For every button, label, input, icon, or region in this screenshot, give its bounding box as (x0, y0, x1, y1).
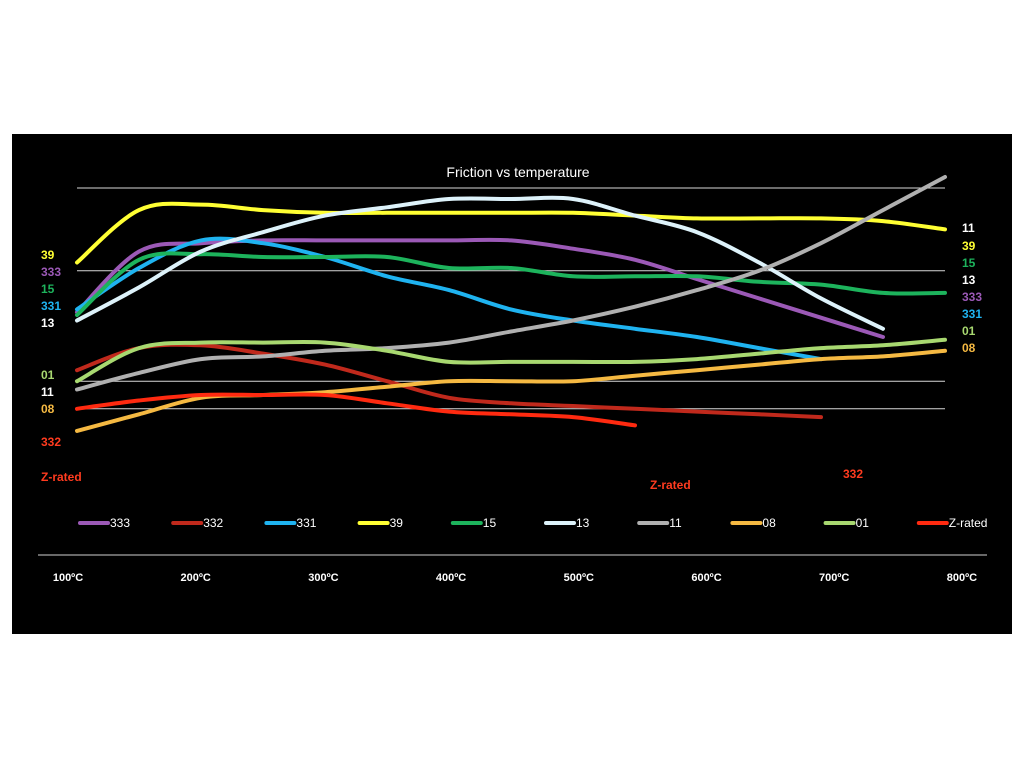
left-label: 01 (41, 368, 55, 382)
x-tick-label: 500ºC (564, 572, 594, 584)
legend-item: 11 (669, 516, 682, 530)
chart-title: Friction vs temperature (446, 164, 589, 180)
x-tick-label: 700ºC (819, 572, 849, 584)
left-label: 11 (41, 385, 54, 399)
legend-item: 13 (576, 516, 590, 530)
legend-item: 01 (856, 516, 870, 530)
x-tick-label: 400ºC (436, 572, 466, 584)
right-label: 08 (962, 341, 976, 355)
left-label: 331 (41, 299, 61, 313)
x-tick-label: 800ºC (947, 572, 977, 584)
series-line-331 (75, 236, 823, 362)
series-line-333 (75, 237, 885, 339)
right-series-labels: 11 39 15 13 333 331 01 08 (962, 221, 982, 355)
series-line-15 (75, 251, 947, 317)
series-line-332 (75, 342, 823, 420)
left-label: 13 (41, 316, 55, 330)
left-label: 333 (41, 265, 61, 279)
legend-item: 08 (762, 516, 776, 530)
series-line-08 (75, 348, 947, 433)
legend-item: 39 (390, 516, 404, 530)
legend-item: 15 (483, 516, 497, 530)
series-line-z-rated (75, 392, 637, 428)
right-label: 01 (962, 324, 976, 338)
legend-item: 332 (203, 516, 223, 530)
legend: 333 332 331 39 15 13 11 08 01 Z-rated (78, 516, 988, 530)
right-label: 13 (962, 273, 976, 287)
x-tick-label: 200ºC (181, 572, 211, 584)
x-axis-ticks: 100ºC 200ºC 300ºC 400ºC 500ºC 600ºC 700ºC 800ºC (53, 572, 977, 584)
series-line-01 (75, 337, 947, 384)
right-label: 15 (962, 256, 976, 270)
series-line-39 (75, 201, 947, 265)
right-label: 39 (962, 239, 976, 253)
right-label: 333 (962, 290, 982, 304)
legend-item: Z-rated (949, 516, 988, 530)
series-lines (75, 175, 947, 433)
inline-label: Z-rated (650, 478, 691, 492)
legend-item: 333 (110, 516, 130, 530)
left-series-labels: 39 333 15 331 13 01 11 08 332 Z-rated (41, 248, 82, 484)
inline-label: 332 (843, 467, 863, 481)
left-label: 08 (41, 402, 55, 416)
x-tick-label: 600ºC (691, 572, 721, 584)
legend-item: 331 (296, 516, 316, 530)
left-label: Z-rated (41, 470, 82, 484)
x-tick-label: 100ºC (53, 572, 83, 584)
left-label: 39 (41, 248, 55, 262)
series-line-13 (75, 195, 885, 331)
right-label: 331 (962, 307, 982, 321)
left-label: 15 (41, 282, 55, 296)
x-tick-label: 300ºC (308, 572, 338, 584)
series-line-11 (75, 175, 947, 392)
friction-chart: Friction vs temperature 3933315331130111… (38, 164, 988, 584)
gridlines (77, 187, 945, 410)
right-label: 11 (962, 221, 975, 235)
left-label: 332 (41, 435, 61, 449)
chart-panel: Friction vs temperature 39 333 15 331 13 01 11… (12, 134, 1012, 634)
inline-series-labels: Z-rated 332 (650, 467, 863, 492)
